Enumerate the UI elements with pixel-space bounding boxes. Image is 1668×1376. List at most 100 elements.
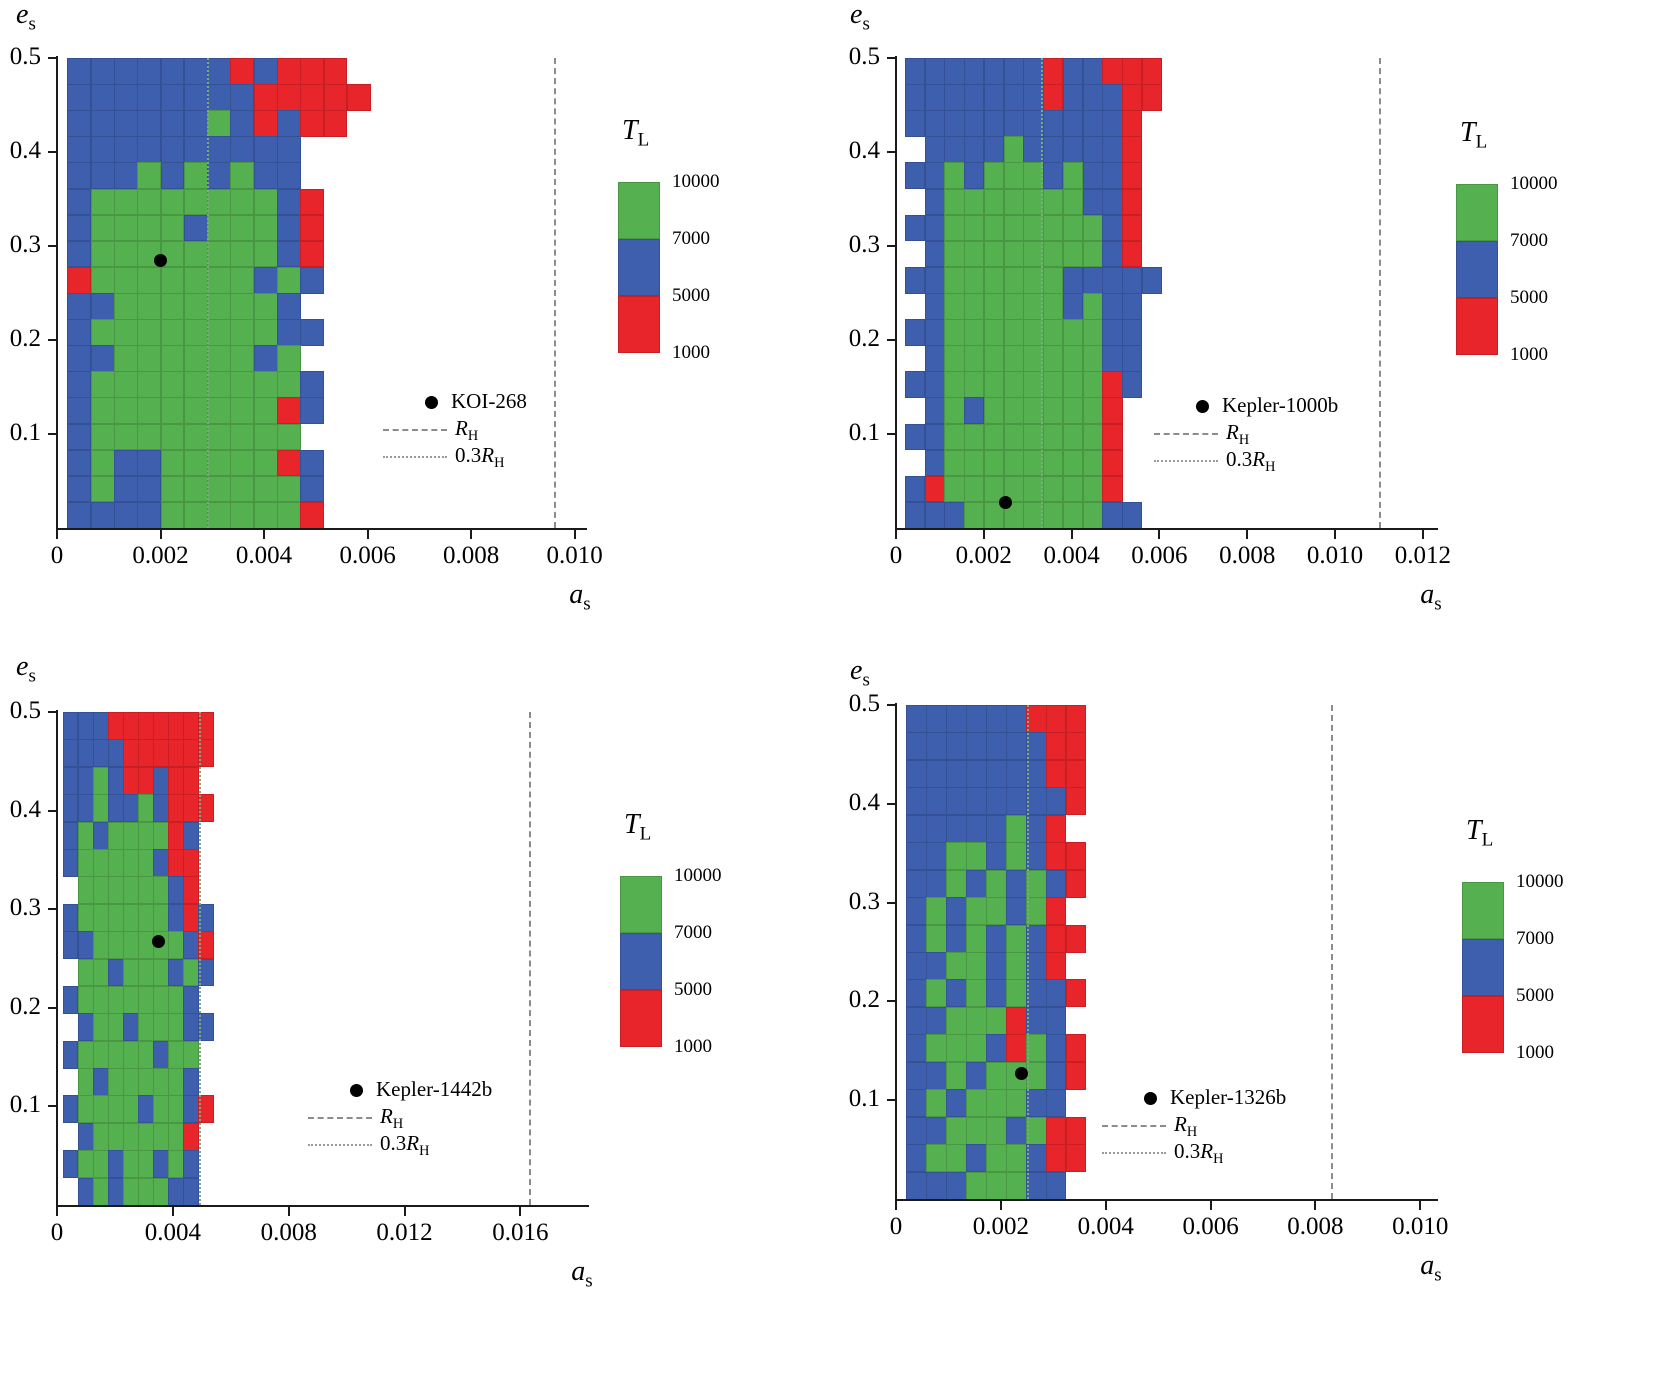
heatmap-cell (160, 371, 185, 399)
heatmap-cell (1026, 979, 1047, 1008)
heatmap-cell (964, 423, 985, 451)
heatmap-cell (183, 712, 199, 740)
heatmap-cell (107, 794, 124, 823)
heatmap-cell (1043, 136, 1064, 164)
heatmap-cell (986, 842, 1007, 871)
heatmap-cell (300, 266, 325, 294)
y-tick-label: 0.4 (848, 137, 880, 164)
heatmap-cell (160, 397, 185, 425)
heatmap-cell (906, 1061, 927, 1090)
heatmap-cell (277, 266, 301, 294)
heatmap-cell (253, 397, 278, 425)
heatmap-cell (924, 293, 945, 320)
heatmap-cell (1043, 188, 1064, 216)
heatmap-cell (183, 214, 208, 242)
y-axis-line (56, 710, 58, 1206)
heatmap-cell (123, 739, 139, 768)
heatmap-cell (300, 449, 325, 477)
heatmap-cell (1045, 952, 1067, 981)
heatmap-cell (1026, 1089, 1047, 1118)
heatmap-cell (944, 214, 965, 242)
heatmap-cell (277, 110, 301, 137)
heatmap-cell (77, 1150, 94, 1179)
legend-level-label: 5000 (1510, 287, 1548, 308)
heatmap-cell (946, 1116, 967, 1145)
heatmap-cell (944, 449, 965, 477)
x-tick (171, 1207, 174, 1216)
heatmap-cell (1045, 1006, 1067, 1035)
x-tick-label: 0 (50, 542, 64, 569)
x-tick (56, 1207, 58, 1216)
legend-colorbar-segment (1462, 996, 1504, 1053)
heatmap-cell (253, 293, 278, 320)
heatmap-cell (1026, 924, 1047, 953)
heatmap-cell (183, 876, 199, 905)
heatmap-cell (1006, 732, 1027, 761)
heatmap-cell (253, 84, 278, 111)
heatmap-cell (230, 449, 255, 477)
heatmap-cell (926, 1089, 947, 1118)
legend-rh-label: RH (1174, 1112, 1198, 1141)
heatmap-cell (1062, 345, 1084, 372)
x-tick-label: 0.004 (235, 542, 293, 569)
heatmap-cell (183, 345, 208, 372)
y-tick (48, 339, 57, 341)
x-tick (366, 530, 369, 539)
heatmap-cell (926, 1006, 947, 1035)
heatmap-cell (253, 136, 278, 164)
heatmap-cell (160, 110, 185, 137)
x-tick (470, 530, 473, 539)
legend-rh03-sample (383, 456, 447, 458)
rh-line (553, 58, 556, 528)
heatmap-cell (1043, 423, 1064, 451)
heatmap-cell (107, 1040, 124, 1069)
heatmap-cell (1003, 188, 1024, 216)
panel-koi-268: 0 0.002 0.004 0.006 0.008 0.010 0.1 0.2 0.3 0.4 0.… (0, 0, 834, 648)
heatmap-cell (90, 84, 115, 111)
heatmap-cell (1122, 136, 1143, 164)
x-axis-line (56, 1205, 589, 1207)
heatmap-cell (986, 1061, 1007, 1090)
heatmap-cell (986, 787, 1007, 816)
heatmap-cell (1026, 759, 1047, 788)
heatmap-cell (1082, 397, 1103, 425)
heatmap-cell (137, 84, 162, 111)
heatmap-cell (924, 501, 945, 529)
heatmap-cell (966, 842, 987, 871)
heatmap-cell (138, 931, 154, 960)
heatmap-cell (230, 162, 255, 190)
heatmap-cell (113, 240, 138, 268)
y-tick (887, 901, 896, 904)
heatmap-cell (1062, 110, 1084, 137)
heatmap-cell (906, 979, 927, 1008)
heatmap-cell (1102, 423, 1123, 451)
heatmap-cell (207, 214, 231, 242)
heatmap-cell (92, 1040, 109, 1069)
heatmap-cell (1102, 449, 1123, 477)
heatmap-cell (62, 1150, 79, 1179)
heatmap-cell (137, 345, 162, 372)
planet-dot (154, 253, 168, 267)
legend-rh03-label: 0.3RH (1226, 447, 1276, 476)
heatmap-cell (230, 110, 255, 137)
x-tick-label: 0.006 (339, 542, 396, 569)
legend-colorbar-segment (1462, 939, 1504, 996)
x-axis-label: as (571, 1256, 593, 1292)
heatmap-cell (926, 1144, 947, 1173)
heatmap-cell (67, 162, 92, 190)
heatmap-cell (1003, 371, 1024, 399)
heatmap-cell (90, 371, 115, 399)
heatmap-cell (1043, 449, 1064, 477)
heatmap-cell (113, 188, 138, 216)
heatmap-cell (113, 136, 138, 164)
heatmap-cell (253, 110, 278, 137)
heatmap-cell (986, 979, 1007, 1008)
heatmap-cell (67, 58, 92, 85)
heatmap-cell (906, 814, 927, 843)
heatmap-cell (983, 423, 1005, 451)
heatmap-cell (230, 293, 255, 320)
heatmap-cell (1006, 759, 1027, 788)
heatmap-cell (983, 475, 1005, 503)
heatmap-cell (1082, 501, 1103, 529)
heatmap-cell (1122, 266, 1143, 294)
